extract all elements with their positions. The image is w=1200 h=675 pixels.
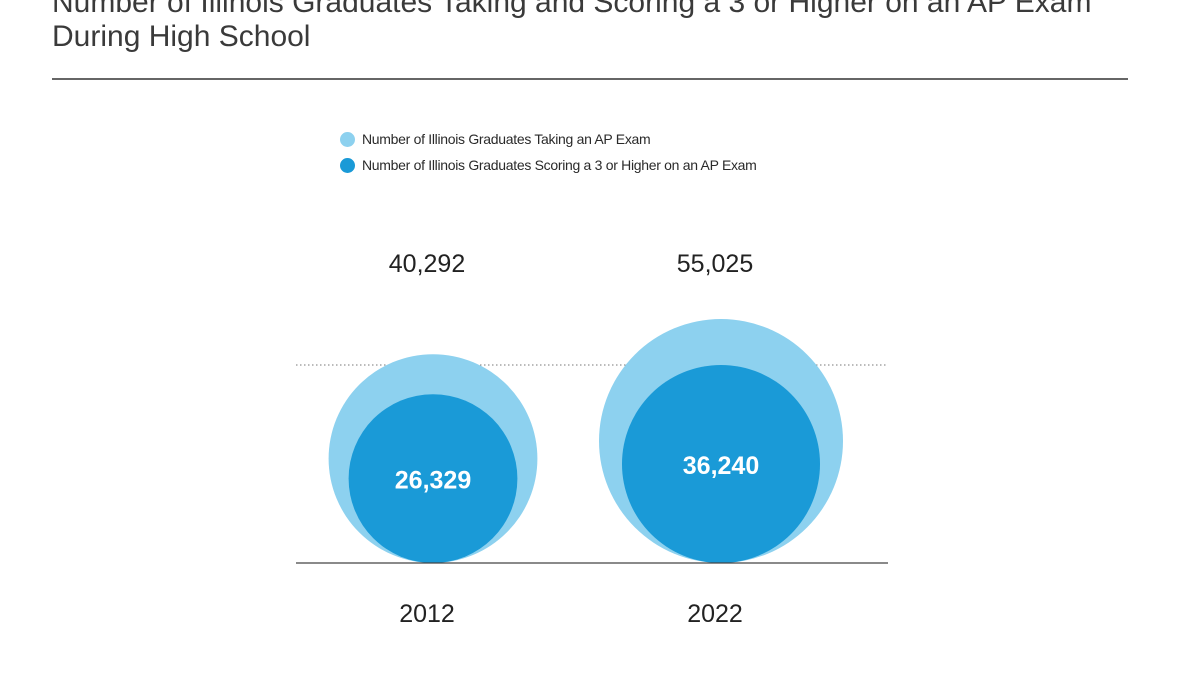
legend-label-scoring: Number of Illinois Graduates Scoring a 3… [362,157,757,173]
legend-swatch-taking-icon [340,131,355,147]
bubble-scoring-2012 [348,394,518,563]
legend-item-scoring: Number of Illinois Graduates Scoring a 3… [340,152,757,178]
legend-item-taking: Number of Illinois Graduates Taking an A… [340,126,757,152]
category-label-2022: 2022 [687,600,743,628]
value-label-scoring-2022: 36,240 [683,452,759,480]
value-label-scoring-2012: 26,329 [395,467,471,495]
legend-label-taking: Number of Illinois Graduates Taking an A… [362,131,651,147]
chart-legend: Number of Illinois Graduates Taking an A… [340,126,757,178]
chart-title: Number of Illinois Graduates Taking and … [52,0,1092,53]
bubble-scoring-2022 [621,364,821,563]
category-label-2012: 2012 [399,600,455,628]
value-label-taking-2012: 40,292 [389,250,465,278]
title-divider [52,78,1128,80]
legend-swatch-scoring-icon [340,157,355,173]
value-label-taking-2022: 55,025 [677,250,753,278]
